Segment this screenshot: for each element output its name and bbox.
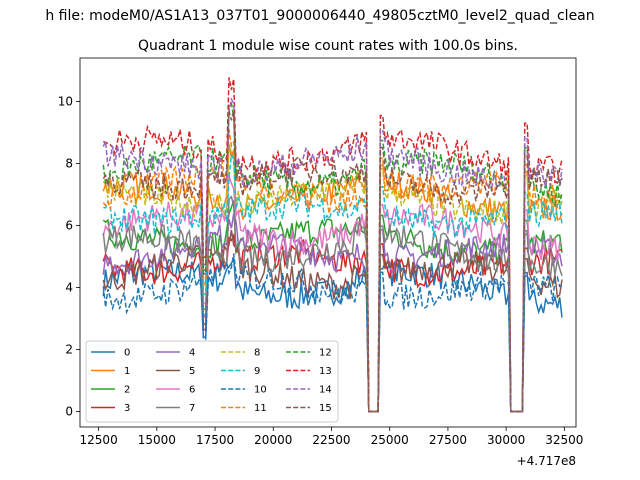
x-tick-label: 30000 xyxy=(487,433,525,447)
legend-label-11: 11 xyxy=(254,403,267,414)
legend-label-1: 1 xyxy=(124,366,130,377)
x-tick-label: 32500 xyxy=(545,433,583,447)
legend-label-3: 3 xyxy=(124,403,130,414)
legend-box xyxy=(85,340,339,423)
legend-label-14: 14 xyxy=(319,385,332,396)
series-line-10 xyxy=(102,253,563,413)
series-line-14 xyxy=(102,97,563,413)
y-tick-label: 6 xyxy=(65,218,73,232)
plot-frame xyxy=(79,57,577,428)
legend-label-12: 12 xyxy=(319,348,332,359)
series-line-12 xyxy=(102,101,563,413)
series-line-6 xyxy=(102,175,563,413)
x-tick-label: 20000 xyxy=(254,433,292,447)
legend-label-0: 0 xyxy=(124,348,130,359)
series-line-4 xyxy=(102,213,563,413)
legend-label-6: 6 xyxy=(189,385,195,396)
legend-label-8: 8 xyxy=(254,348,260,359)
y-tick-label: 0 xyxy=(65,404,73,418)
y-tick-label: 10 xyxy=(58,94,73,108)
series-line-15 xyxy=(102,110,563,413)
chart-title: Quadrant 1 module wise count rates with … xyxy=(138,38,518,54)
legend-label-13: 13 xyxy=(319,366,332,377)
y-axis: 0 2 4 6 8 10 xyxy=(58,94,80,418)
legend-label-9: 9 xyxy=(254,366,260,377)
legend-label-5: 5 xyxy=(189,366,195,377)
legend-label-4: 4 xyxy=(189,348,195,359)
figure-suptitle: h file: modeM0/AS1A13_037T01_9000006440_… xyxy=(45,8,594,24)
y-tick-label: 4 xyxy=(65,280,73,294)
x-axis: 12500 15000 17500 20000 22500 25000 27500 30000… xyxy=(80,427,583,447)
series-line-8 xyxy=(102,143,563,413)
x-tick-label: 12500 xyxy=(80,433,118,447)
series-line-7 xyxy=(102,195,563,413)
x-tick-label: 15000 xyxy=(138,433,176,447)
legend-label-2: 2 xyxy=(124,385,130,396)
legend-label-15: 15 xyxy=(319,403,332,414)
series-line-9 xyxy=(103,152,563,413)
x-tick-label: 25000 xyxy=(371,433,409,447)
series-layer xyxy=(102,77,563,413)
x-tick-label: 22500 xyxy=(312,433,350,447)
legend-label-7: 7 xyxy=(189,403,195,414)
x-offset-label: +4.717e8 xyxy=(517,454,576,468)
x-tick-label: 27500 xyxy=(429,433,467,447)
series-line-3 xyxy=(102,232,563,413)
y-tick-label: 8 xyxy=(65,156,73,170)
y-tick-label: 2 xyxy=(65,342,73,356)
x-tick-label: 17500 xyxy=(196,433,234,447)
legend-label-10: 10 xyxy=(254,385,267,396)
